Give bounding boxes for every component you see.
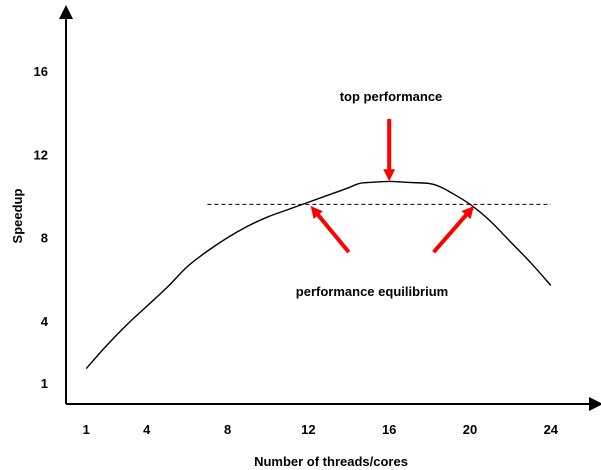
x-tick-label: 20 [463,422,477,437]
y-axis-label: Speedup [10,188,25,243]
x-axis-label: Number of threads/cores [254,454,408,469]
y-tick-label: 1 [41,376,48,391]
x-tick-label: 24 [544,422,559,437]
x-tick-label: 8 [224,422,231,437]
x-tick-label: 1 [83,422,90,437]
equilibrium-arrow [432,206,474,254]
x-tick-labels: 1 4 8 12 16 20 24 [83,422,559,437]
annotation-performance-equilibrium: performance equilibrium [296,284,448,299]
y-tick-labels: 1 4 8 12 16 [34,64,49,391]
y-tick-label: 12 [34,147,48,162]
annotation-arrows [310,119,474,254]
y-tick-label: 8 [41,231,48,246]
equilibrium-arrow [310,205,351,254]
x-tick-label: 12 [301,422,315,437]
speedup-curve [85,180,552,370]
x-tick-label: 4 [143,422,151,437]
x-tick-label: 16 [382,422,396,437]
annotation-top-performance: top performance [340,89,443,104]
y-tick-label: 4 [41,314,49,329]
y-tick-label: 16 [34,64,48,79]
